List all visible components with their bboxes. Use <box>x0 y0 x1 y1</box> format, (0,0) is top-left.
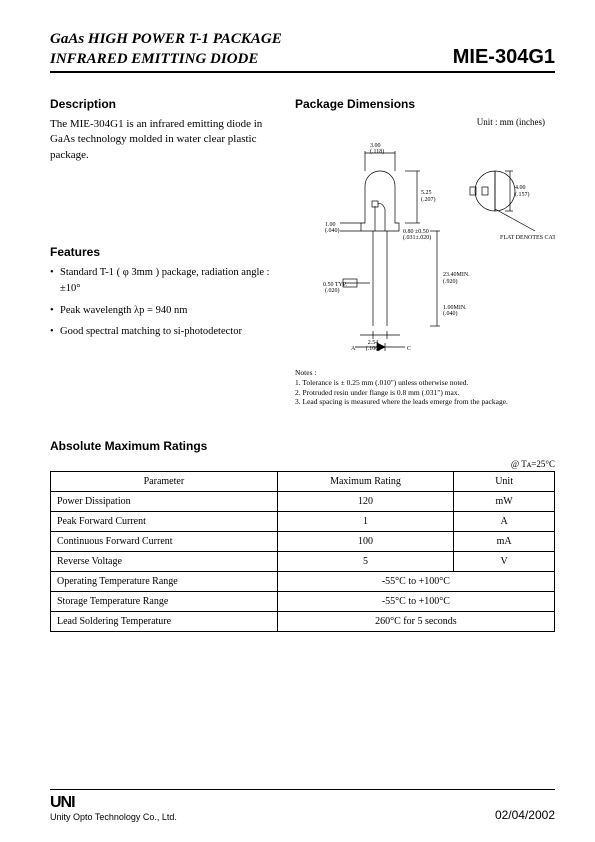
table-row: Power Dissipation 120 mW <box>51 492 555 512</box>
table-row: Storage Temperature Range -55°C to +100°… <box>51 592 555 612</box>
svg-text:(.118): (.118) <box>370 148 384 155</box>
svg-text:5.25: 5.25 <box>421 190 432 196</box>
unit-note: Unit : mm (inches) <box>295 117 545 127</box>
feature-item: Standard T-1 ( φ 3mm ) package, radiatio… <box>50 265 275 297</box>
table-row: Peak Forward Current 1 A <box>51 512 555 532</box>
note-item: 1. Tolerance is ± 0.25 mm (.010") unless… <box>295 378 555 388</box>
svg-text:FLAT DENOTES CATHODE: FLAT DENOTES CATHODE <box>500 235 555 241</box>
table-row: Operating Temperature Range -55°C to +10… <box>51 572 555 592</box>
svg-text:C: C <box>407 346 411 351</box>
header: GaAs HIGH POWER T-1 PACKAGE INFRARED EMI… <box>50 30 555 73</box>
svg-text:(.031±.020): (.031±.020) <box>403 234 431 241</box>
svg-text:(.020): (.020) <box>325 287 340 294</box>
svg-text:(.100): (.100) <box>366 345 381 351</box>
svg-text:4.00: 4.00 <box>515 185 526 191</box>
part-number: MIE-304G1 <box>453 46 555 69</box>
svg-text:23.40MIN.: 23.40MIN. <box>443 272 470 278</box>
svg-text:(.040): (.040) <box>325 227 340 234</box>
table-row: Reverse Voltage 5 V <box>51 552 555 572</box>
svg-text:(.920): (.920) <box>443 278 458 285</box>
footer-left: UNI Unity Opto Technology Co., Ltd. <box>50 794 177 822</box>
title-line-1: GaAs HIGH POWER T-1 PACKAGE <box>50 30 282 50</box>
description-text: The MIE-304G1 is an infrared emitting di… <box>50 117 275 163</box>
svg-text:(.040): (.040) <box>443 310 458 317</box>
note-item: 2. Protruded resin under flange is 0.8 m… <box>295 388 555 398</box>
col-unit: Unit <box>454 472 555 492</box>
description-heading: Description <box>50 97 275 111</box>
table-row: Lead Soldering Temperature 260°C for 5 s… <box>51 612 555 632</box>
svg-text:A: A <box>351 346 356 351</box>
notes-heading: Notes : <box>295 368 555 378</box>
company-name: Unity Opto Technology Co., Ltd. <box>50 812 177 822</box>
features-heading: Features <box>50 245 275 259</box>
package-notes: Notes : 1. Tolerance is ± 0.25 mm (.010"… <box>295 368 555 407</box>
title-line-2: INFRARED EMITTING DIODE <box>50 50 282 70</box>
company-logo: UNI <box>50 794 177 812</box>
footer: UNI Unity Opto Technology Co., Ltd. 02/0… <box>50 789 555 822</box>
note-item: 3. Lead spacing is measured where the le… <box>295 397 555 407</box>
document-title: GaAs HIGH POWER T-1 PACKAGE INFRARED EMI… <box>50 30 282 69</box>
feature-item: Good spectral matching to si-photodetect… <box>50 324 275 340</box>
col-max-rating: Maximum Rating <box>277 472 453 492</box>
ratings-table: Parameter Maximum Rating Unit Power Diss… <box>50 471 555 632</box>
svg-text:(.207): (.207) <box>421 196 436 203</box>
svg-text:(.157): (.157) <box>515 191 530 198</box>
document-date: 02/04/2002 <box>495 808 555 822</box>
col-parameter: Parameter <box>51 472 278 492</box>
table-header-row: Parameter Maximum Rating Unit <box>51 472 555 492</box>
package-diagram: 3.00 (.118) 5.25 (.207) 4.00 (.157) 1.00… <box>295 131 555 351</box>
feature-item: Peak wavelength λp = 940 nm <box>50 303 275 319</box>
table-row: Continuous Forward Current 100 mA <box>51 532 555 552</box>
ratings-condition: @ Tᴀ=25°C <box>50 459 555 469</box>
features-list: Standard T-1 ( φ 3mm ) package, radiatio… <box>50 265 275 340</box>
package-dimensions-heading: Package Dimensions <box>295 97 555 111</box>
ratings-heading: Absolute Maximum Ratings <box>50 439 555 453</box>
